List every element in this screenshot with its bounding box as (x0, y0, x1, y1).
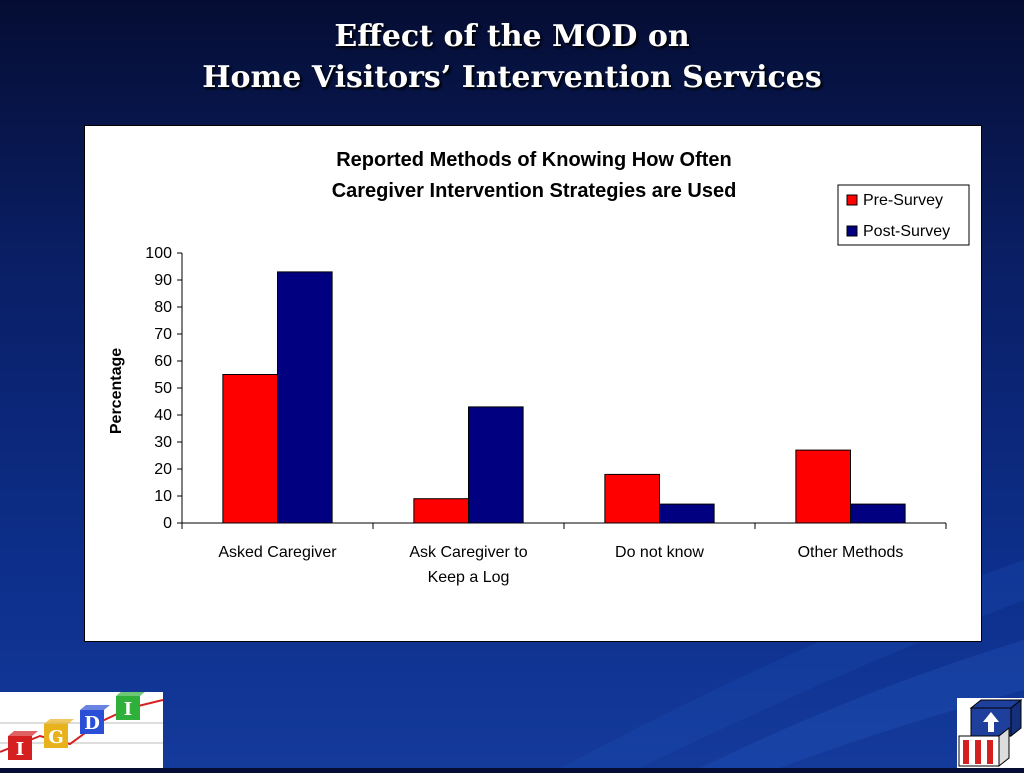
y-tick-label: 0 (163, 515, 172, 532)
x-category-label: Keep a Log (428, 569, 510, 586)
bar-post-survey (468, 406, 524, 524)
chart-panel: Reported Methods of Knowing How Often Ca… (84, 125, 982, 642)
legend-box (837, 184, 970, 246)
logo-letter: I (16, 739, 24, 760)
head-start-logo (957, 698, 1024, 768)
x-category-label: Asked Caregiver (218, 544, 337, 561)
x-category-label: Other Methods (798, 544, 904, 561)
legend-swatch (846, 194, 858, 206)
logo-letter-block (80, 710, 104, 734)
logo-letter: I (124, 699, 132, 720)
bar-pre-survey (795, 449, 852, 524)
head-start-logo-graphic (958, 698, 1023, 768)
slide-title: Effect of the MOD on Home Visitors’ Inte… (0, 16, 1024, 98)
bar-post-survey (850, 503, 906, 524)
x-category-label: Do not know (615, 544, 704, 561)
y-tick-label: 10 (154, 488, 172, 505)
y-tick-label: 30 (154, 434, 172, 451)
chart-legend: Pre-Survey Post-Survey (837, 184, 970, 246)
chart-title-line-2: Caregiver Intervention Strategies are Us… (332, 180, 737, 202)
y-tick-label: 20 (154, 461, 172, 478)
logo-letter-block (8, 736, 32, 760)
bar-post-survey (659, 503, 715, 524)
logo-letter: D (84, 713, 100, 734)
x-category-label: Ask Caregiver to (409, 544, 527, 561)
y-tick-label: 100 (145, 245, 172, 262)
chart-axes: 0 10 20 30 40 50 60 70 80 90 100 Asked Caregiver Ask… (145, 245, 947, 586)
bar-post-survey (277, 271, 333, 524)
y-axis-label: Percentage (108, 348, 125, 434)
legend-swatch (846, 225, 858, 237)
slide-title-line-1: Effect of the MOD on (334, 19, 690, 54)
logo-letter-block (116, 696, 140, 720)
y-tick-label: 50 (154, 380, 172, 397)
bar-pre-survey (413, 498, 469, 524)
bar-pre-survey (604, 473, 661, 524)
chart-bars (222, 271, 906, 524)
logo-letter-block (44, 724, 68, 748)
bar-pre-survey (222, 374, 278, 524)
y-tick-label: 80 (154, 299, 172, 316)
legend-entry: Post-Survey (863, 223, 950, 240)
chart-title: Reported Methods of Knowing How Often Ca… (332, 149, 737, 202)
y-tick-label: 40 (154, 407, 172, 424)
igdi-logo-graphic: I GD I (0, 691, 164, 760)
logo-letter: G (48, 727, 63, 748)
y-tick-label: 90 (154, 272, 172, 289)
chart-title-line-1: Reported Methods of Knowing How Often (336, 149, 732, 171)
slide-title-line-2: Home Visitors’ Intervention Services (202, 60, 822, 95)
legend-entry: Pre-Survey (863, 192, 943, 209)
y-tick-label: 60 (154, 353, 172, 370)
bar-chart: Reported Methods of Knowing How Often Ca… (108, 149, 970, 586)
y-tick-label: 70 (154, 326, 172, 343)
